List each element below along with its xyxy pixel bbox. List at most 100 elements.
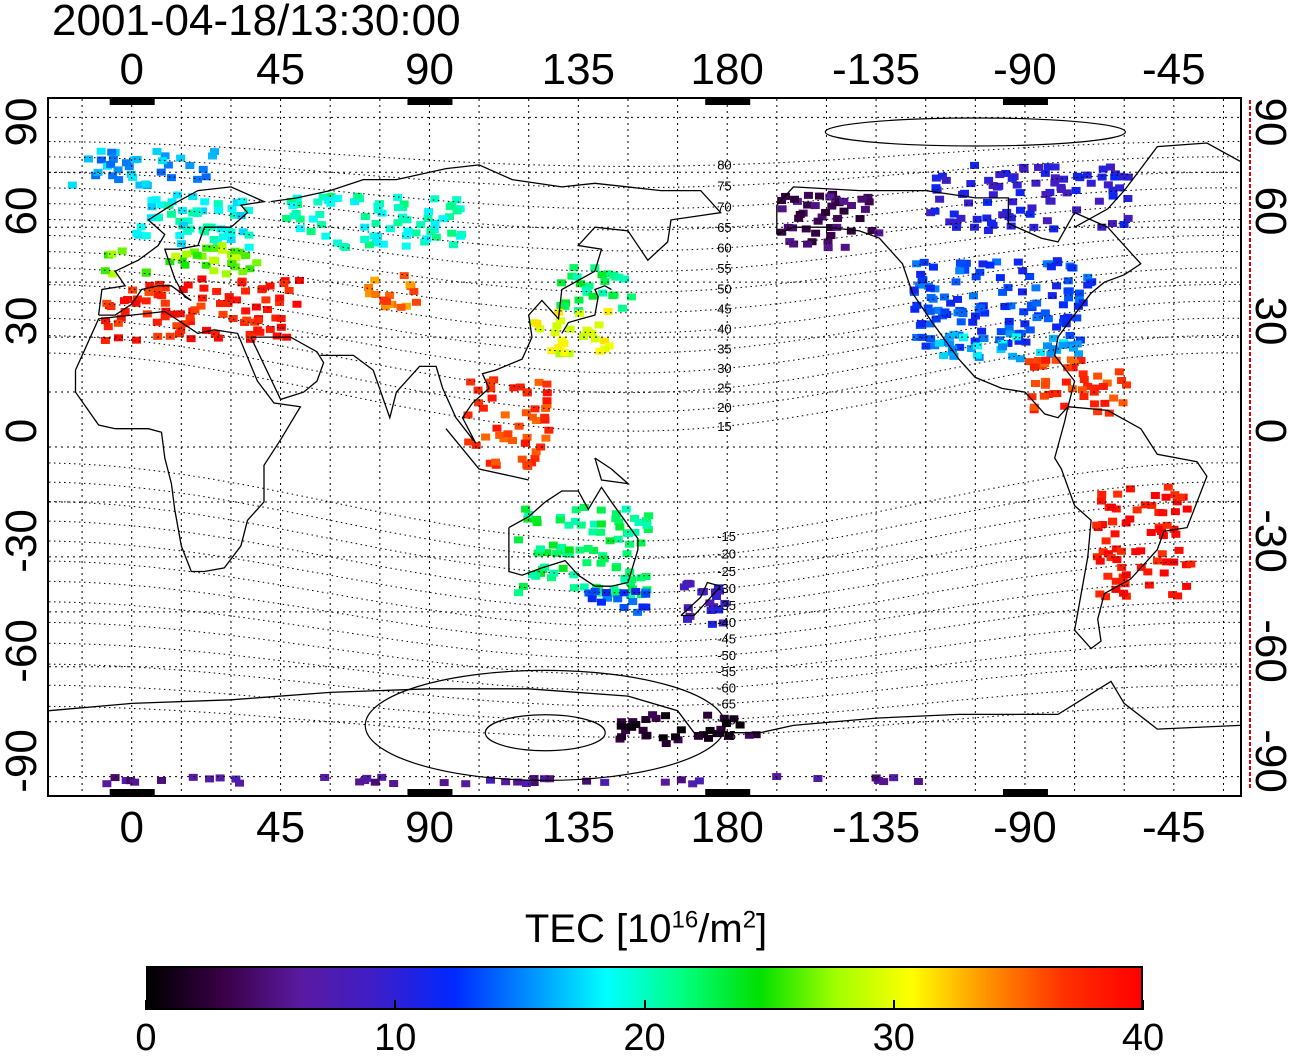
tec-pixel <box>135 181 145 189</box>
contour-line <box>49 705 1240 738</box>
tec-pixel <box>1082 171 1092 179</box>
tec-pixel <box>1063 287 1073 295</box>
tec-pixel <box>616 722 626 730</box>
tec-pixel <box>128 286 138 294</box>
tec-pixel <box>452 196 462 204</box>
tec-pixel <box>1123 173 1133 181</box>
tec-pixel <box>676 776 686 784</box>
tec-pixel <box>466 378 476 386</box>
tec-pixel <box>215 774 225 782</box>
tec-pixel <box>151 196 161 204</box>
tec-region <box>132 191 254 251</box>
tec-pixel <box>986 219 996 227</box>
tec-pixel <box>1004 317 1014 325</box>
tec-pixel <box>547 347 557 355</box>
tec-pixel <box>295 215 305 223</box>
tec-pixel <box>966 180 976 188</box>
tec-pixel <box>1025 358 1035 366</box>
tec-pixel <box>156 201 166 209</box>
tec-pixel <box>1048 334 1058 342</box>
tec-pixel <box>955 343 965 351</box>
colorbar-tick-label: 30 <box>872 1017 915 1059</box>
contour-label: -65 <box>717 696 736 711</box>
tec-pixel <box>155 280 165 288</box>
tec-pixel <box>209 267 219 275</box>
tec-pixel <box>509 384 519 392</box>
tec-pixel <box>438 215 448 223</box>
tec-pixel <box>988 182 998 190</box>
tec-pixel <box>165 332 175 340</box>
tec-region <box>100 242 262 278</box>
tec-pixel <box>315 211 325 219</box>
tec-pixel <box>855 215 865 223</box>
tec-pixel <box>1136 547 1146 555</box>
contour-line <box>49 352 1240 432</box>
tec-pixel <box>265 325 275 333</box>
tec-pixel <box>613 595 623 603</box>
tec-pixel <box>1117 563 1127 571</box>
tec-pixel <box>633 608 643 616</box>
tec-pixel <box>956 318 966 326</box>
tec-pixel <box>232 296 242 304</box>
tec-pixel <box>533 549 543 557</box>
tec-pixel <box>295 225 305 233</box>
tec-pixel <box>1083 382 1093 390</box>
tec-pixel <box>794 214 804 222</box>
tec-pixel <box>1109 394 1119 402</box>
tec-pixel <box>521 439 531 447</box>
tec-pixel <box>582 559 592 567</box>
lon-top-label: 90 <box>404 45 454 94</box>
tec-pixel <box>803 240 813 248</box>
tec-pixel <box>521 409 531 417</box>
tec-pixel <box>202 244 212 252</box>
contour-label: 20 <box>717 400 731 415</box>
tec-pixel <box>925 320 935 328</box>
tec-pixel <box>661 740 671 748</box>
tec-pixel <box>534 378 544 386</box>
tec-pixel <box>221 270 231 278</box>
tec-pixel <box>379 296 389 304</box>
tec-pixel <box>540 413 550 421</box>
tec-pixel <box>403 227 413 235</box>
tec-pixel <box>1096 497 1106 505</box>
tec-pixel <box>642 517 652 525</box>
tec-pixel <box>1170 508 1180 516</box>
timestamp-title: 2001-04-18/13:30:00 <box>52 0 461 45</box>
tec-pixel <box>1173 592 1183 600</box>
tec-pixel <box>508 437 518 445</box>
tec-pixel <box>1043 342 1053 350</box>
tec-pixel <box>183 281 193 289</box>
tec-pixel <box>176 326 186 334</box>
tec-pixel <box>457 230 467 238</box>
tec-pixel <box>212 239 222 247</box>
tec-pixel <box>596 520 606 528</box>
tec-pixel <box>370 276 380 284</box>
tec-pixel <box>569 584 579 592</box>
tec-pixel <box>1163 483 1173 491</box>
tec-pixel <box>521 780 531 788</box>
tec-pixel <box>626 293 636 301</box>
tec-pixel <box>227 260 237 268</box>
colorbar-tick-label: 10 <box>374 1017 417 1059</box>
tec-pixel <box>160 299 170 307</box>
frame-tick-top <box>1002 99 1048 105</box>
tec-pixel <box>171 252 181 260</box>
tec-pixel <box>801 225 811 233</box>
tec-pixel <box>937 172 947 180</box>
tec-pixel <box>555 516 565 524</box>
contour-label: 60 <box>717 241 731 256</box>
tec-pixel <box>360 777 370 785</box>
tec-pixel <box>1041 356 1051 364</box>
contour-label: 50 <box>717 282 731 297</box>
tec-pixel <box>373 202 383 210</box>
tec-pixel <box>889 774 899 782</box>
tec-pixel <box>1146 529 1156 537</box>
tec-pixel <box>971 273 981 281</box>
tec-pixel <box>542 380 552 388</box>
tec-pixel <box>1046 350 1056 358</box>
lon-bot-label: -90 <box>993 803 1057 852</box>
tec-pixel <box>811 229 821 237</box>
tec-pixel <box>1101 537 1111 545</box>
tec-pixel <box>452 207 462 215</box>
tec-pixel <box>658 734 668 742</box>
